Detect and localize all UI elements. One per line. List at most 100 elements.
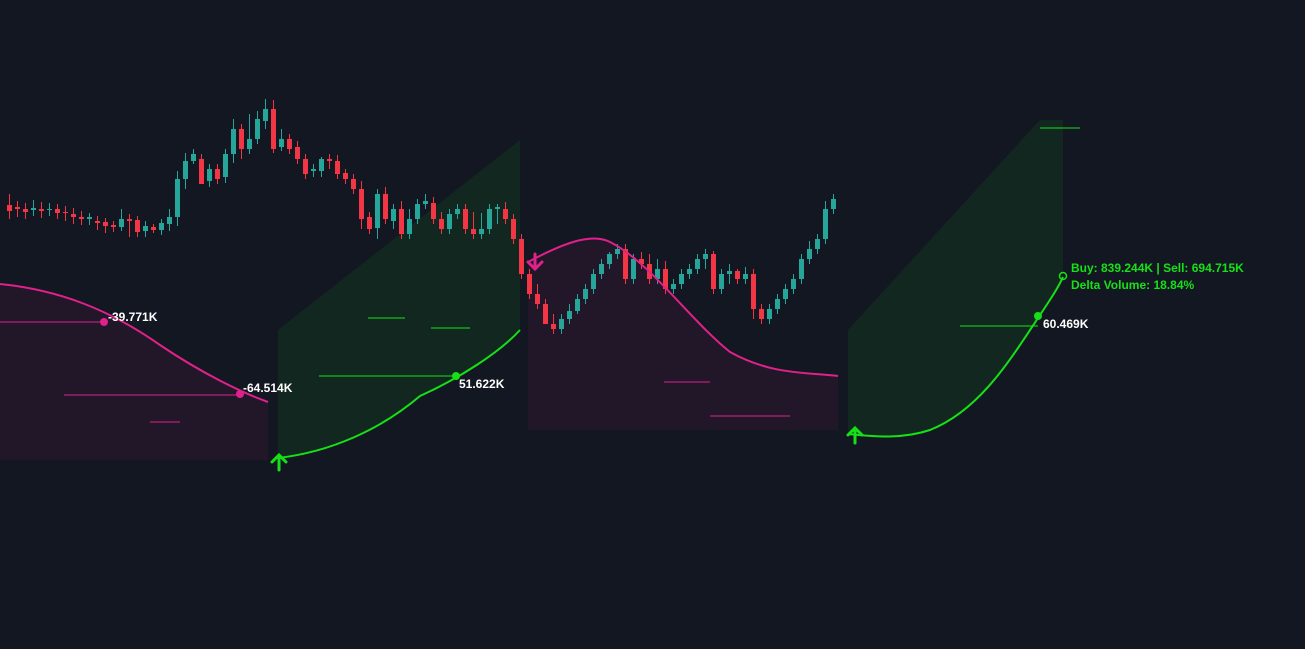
candle-body — [415, 204, 420, 219]
bear-trend-marker — [100, 318, 108, 326]
candle-body — [815, 239, 820, 249]
candle-body — [711, 254, 716, 289]
candle-body — [239, 129, 244, 149]
candle-body — [535, 294, 540, 304]
candle-body — [79, 217, 84, 219]
candle-body — [783, 289, 788, 299]
candle-body — [383, 194, 388, 219]
signal-arrows — [270, 252, 864, 472]
candle-body — [487, 209, 492, 229]
candle-body — [495, 207, 500, 209]
candle-body — [191, 154, 196, 161]
candle-body — [143, 226, 148, 231]
bull-trend-curve-2 — [847, 276, 1064, 438]
candle-body — [287, 139, 292, 149]
candle-body — [63, 212, 68, 213]
candle-body — [735, 271, 740, 279]
candle-body — [207, 169, 212, 181]
candle-body — [455, 209, 460, 214]
delta-volume-label: Delta Volume: 18.84% — [1071, 278, 1194, 292]
candle-body — [527, 274, 532, 294]
candle-body — [303, 159, 308, 174]
candle-body — [175, 179, 180, 217]
candle-body — [519, 239, 524, 274]
candle-body — [47, 209, 52, 210]
candle-body — [559, 319, 564, 329]
candle-body — [127, 219, 132, 221]
candle-body — [767, 309, 772, 319]
candle-body — [159, 223, 164, 230]
candle-body — [351, 179, 356, 189]
candle-body — [615, 249, 620, 254]
candle-body — [31, 208, 36, 210]
candle-body — [183, 161, 188, 179]
candle-body — [591, 274, 596, 289]
bear-trend-marker — [236, 390, 244, 398]
candle-body — [799, 259, 804, 279]
candle-body — [71, 214, 76, 217]
candle-body — [311, 169, 316, 171]
candle-body — [623, 249, 628, 279]
bear-trend-curve-2 — [527, 237, 839, 377]
candle-body — [607, 254, 612, 264]
candle-body — [447, 214, 452, 229]
candle-body — [399, 209, 404, 234]
candle-body — [471, 229, 476, 234]
delta-label: 60.469K — [1043, 317, 1089, 331]
candle-body — [111, 225, 116, 227]
candle-body — [343, 173, 348, 179]
trend-zones — [0, 120, 1063, 460]
candle-body — [543, 304, 548, 324]
candle-body — [7, 205, 12, 211]
candle-body — [23, 209, 28, 212]
candle-body — [567, 311, 572, 319]
candle-body — [719, 274, 724, 289]
candle-body — [247, 139, 252, 149]
candle-body — [103, 222, 108, 226]
candle-body — [223, 154, 228, 177]
candle-body — [831, 199, 836, 209]
candle-body — [583, 289, 588, 299]
value-labels: -39.771K -64.514K 51.622K 60.469K Buy: 8… — [108, 261, 1244, 395]
level-lines — [0, 127, 1080, 423]
candle-body — [759, 309, 764, 319]
candle-body — [423, 201, 428, 204]
candle-body — [551, 324, 556, 329]
candle-body — [823, 209, 828, 239]
candle-body — [663, 269, 668, 289]
candle-body — [703, 254, 708, 259]
candle-body — [463, 209, 468, 229]
candle-body — [687, 269, 692, 274]
candle-body — [295, 147, 300, 159]
bear-trend-curve-1 — [0, 283, 269, 403]
candle-body — [367, 217, 372, 229]
candle-body — [671, 284, 676, 289]
buy-sell-label: Buy: 839.244K | Sell: 694.715K — [1071, 261, 1244, 275]
candle-body — [751, 274, 756, 309]
candle-body — [271, 109, 276, 149]
candle-body — [335, 161, 340, 174]
candle-body — [199, 159, 204, 184]
candle-body — [231, 129, 236, 154]
candle-body — [15, 207, 20, 209]
candle-body — [255, 119, 260, 139]
bear-zone-fill-1 — [0, 284, 268, 460]
candle-body — [391, 209, 396, 221]
bull-trend-end-marker — [1058, 271, 1068, 281]
candle-body — [431, 203, 436, 219]
delta-label: 51.622K — [459, 377, 505, 391]
candle-body — [575, 299, 580, 311]
delta-label: -39.771K — [108, 310, 158, 324]
candle-body — [479, 229, 484, 234]
candle-body — [407, 219, 412, 234]
bull-trend-curve-1 — [277, 329, 521, 459]
candle-body — [359, 189, 364, 219]
candle-body — [639, 259, 644, 264]
candle-body — [727, 271, 732, 274]
candle-body — [511, 219, 516, 239]
candle-body — [599, 264, 604, 274]
bull-trend-marker — [452, 372, 460, 380]
candle-body — [215, 169, 220, 179]
